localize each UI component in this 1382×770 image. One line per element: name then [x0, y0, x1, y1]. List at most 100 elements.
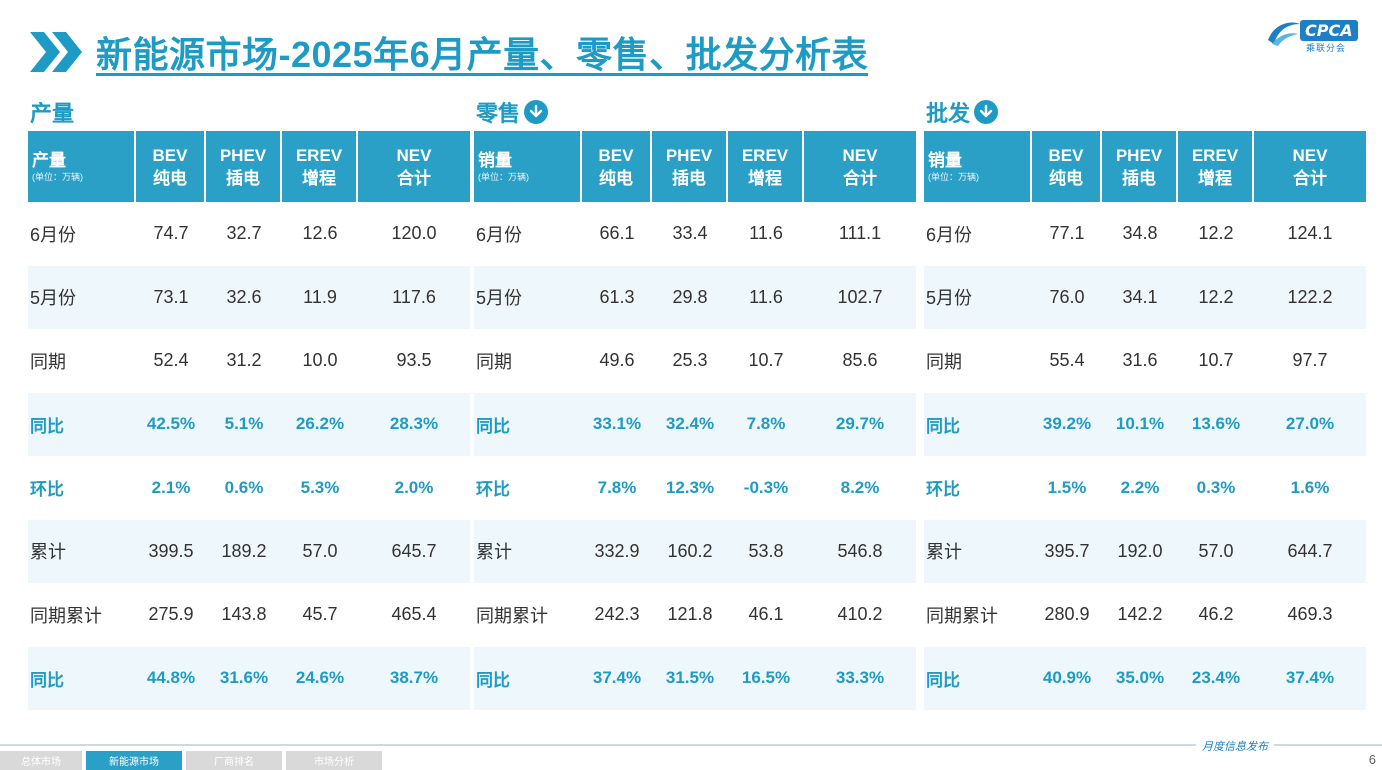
header-unit-label: (单位：万辆)	[478, 171, 529, 182]
double-chevron-right-icon	[28, 28, 86, 76]
footer-tab-overall[interactable]: 总体市场	[0, 751, 82, 770]
table-cell: 13.6%	[1191, 414, 1241, 434]
table-header-cell: NEV 合计	[804, 131, 916, 202]
logo-text: CPCA	[1300, 20, 1358, 41]
table-cell: 275.9	[148, 604, 194, 625]
table-cell: 10.0	[302, 350, 338, 371]
table-cell: 46.2	[1198, 604, 1234, 625]
table-cell: 465.4	[391, 604, 437, 625]
table-cell: 8.2%	[840, 477, 880, 497]
row-label: 同期	[926, 351, 962, 372]
table-cell: 76.0	[1049, 286, 1085, 307]
column-header-top: BEV	[152, 145, 188, 165]
row-label: 同比	[476, 670, 510, 690]
table-cell: 57.0	[1198, 540, 1234, 561]
data-table: 产量 (单位：万辆) BEV 纯电 PHEV 插电 EREV 增程 NEV 合计 6月份 74.7 32…	[28, 131, 470, 710]
table-row: 同比 40.9% 35.0% 23.4% 37.4%	[924, 646, 1366, 710]
table-header-cell: BEV 纯电	[136, 131, 206, 202]
table-row: 6月份 66.1 33.4 11.6 111.1	[474, 202, 916, 266]
table-cell: 7.8%	[597, 477, 637, 497]
column-header-top: NEV	[842, 145, 878, 165]
footer-tab-ranking[interactable]: 厂商排名	[186, 751, 282, 770]
logo-subtitle: 乘联分会	[1306, 43, 1347, 53]
row-label: 同期累计	[30, 605, 102, 626]
cpca-logo: CPCA 乘联分会	[1266, 14, 1362, 54]
arrow-down-circle-icon	[974, 100, 999, 124]
table-cell: 10.1%	[1115, 414, 1165, 434]
footer-tab-analysis[interactable]: 市场分析	[286, 751, 382, 770]
table-header-row: 产量 (单位：万辆) BEV 纯电 PHEV 插电 EREV 增程 NEV 合计	[28, 131, 470, 202]
column-header-top: BEV	[598, 145, 634, 165]
row-label: 同比	[926, 416, 960, 436]
header-metric-label: 销量	[928, 150, 962, 170]
table-header-cell: 产量 (单位：万辆)	[28, 131, 136, 202]
column-header-bottom: 纯电	[1049, 168, 1083, 188]
table-cell: 332.9	[594, 540, 640, 561]
table-cell: 49.6	[599, 350, 635, 371]
column-header-bottom: 纯电	[153, 168, 187, 188]
table-cell: 16.5%	[741, 668, 791, 688]
row-label: 同比	[30, 670, 64, 690]
table-cell: 10.7	[748, 350, 784, 371]
table-cell: 46.1	[748, 604, 784, 625]
table-row: 5月份 61.3 29.8 11.6 102.7	[474, 265, 916, 329]
table-row: 同期累计 275.9 143.8 45.7 465.4	[28, 583, 470, 647]
row-label: 环比	[926, 480, 960, 500]
row-label: 同期	[476, 351, 512, 372]
page-title: 新能源市场-2025年6月产量、零售、批发分析表	[96, 34, 869, 75]
table-cell: 61.3	[599, 286, 635, 307]
header-metric-label: 产量	[32, 150, 66, 170]
row-label: 5月份	[926, 288, 973, 309]
table-row: 累计 395.7 192.0 57.0 644.7	[924, 519, 1366, 583]
arrow-down-circle-icon	[524, 100, 549, 124]
table-cell: 52.4	[153, 350, 189, 371]
table-header-cell: NEV 合计	[358, 131, 470, 202]
table-cell: 53.8	[748, 540, 784, 561]
table-cell: -0.3%	[743, 477, 789, 497]
table-cell: 31.6	[1122, 350, 1158, 371]
column-header-top: NEV	[1292, 145, 1328, 165]
table-header-cell: BEV 纯电	[1032, 131, 1102, 202]
section-label-wholesale: 批发	[926, 96, 999, 128]
row-label: 同比	[30, 416, 64, 436]
table-cell: 57.0	[302, 540, 338, 561]
table-row: 6月份 77.1 34.8 12.2 124.1	[924, 202, 1366, 266]
table-cell: 12.6	[302, 223, 338, 244]
column-header-top: EREV	[295, 145, 343, 165]
table-row: 5月份 73.1 32.6 11.9 117.6	[28, 265, 470, 329]
footer-tab-nev[interactable]: 新能源市场	[86, 751, 182, 770]
row-label: 6月份	[476, 224, 523, 245]
table-header-cell: EREV 增程	[1178, 131, 1254, 202]
table-cell: 124.1	[1287, 223, 1333, 244]
table-row: 同期 49.6 25.3 10.7 85.6	[474, 329, 916, 393]
table-cell: 34.8	[1122, 223, 1158, 244]
table-cell: 102.7	[837, 286, 883, 307]
table-cell: 644.7	[1287, 540, 1333, 561]
table-header-cell: 销量 (单位：万辆)	[924, 131, 1032, 202]
header-unit-label: (单位：万辆)	[928, 171, 979, 182]
table-header-cell: EREV 增程	[728, 131, 804, 202]
table-cell: 31.6%	[219, 668, 269, 688]
table-cell: 0.6%	[224, 477, 264, 497]
table-row: 环比 7.8% 12.3% -0.3% 8.2%	[474, 456, 916, 520]
table-cell: 1.6%	[1290, 477, 1330, 497]
table-cell: 45.7	[302, 604, 338, 625]
table-cell: 39.2%	[1042, 414, 1092, 434]
table-header-cell: BEV 纯电	[582, 131, 652, 202]
row-label: 累计	[926, 542, 962, 563]
table-cell: 410.2	[837, 604, 883, 625]
footer-tabs: 总体市场 新能源市场 厂商排名 市场分析	[0, 751, 382, 770]
table-cell: 1.5%	[1047, 477, 1087, 497]
table-cell: 11.9	[303, 286, 337, 307]
column-header-bottom: 增程	[748, 168, 782, 188]
section-label-text: 产量	[30, 101, 75, 126]
table-cell: 117.6	[392, 286, 436, 307]
table-cell: 33.4	[672, 223, 708, 244]
row-label: 环比	[476, 480, 510, 500]
row-label: 同期	[30, 351, 66, 372]
column-header-bottom: 插电	[672, 168, 706, 188]
table-cell: 160.2	[667, 540, 713, 561]
table-header-cell: NEV 合计	[1254, 131, 1366, 202]
column-header-bottom: 合计	[1293, 168, 1327, 188]
row-label: 环比	[30, 480, 64, 500]
